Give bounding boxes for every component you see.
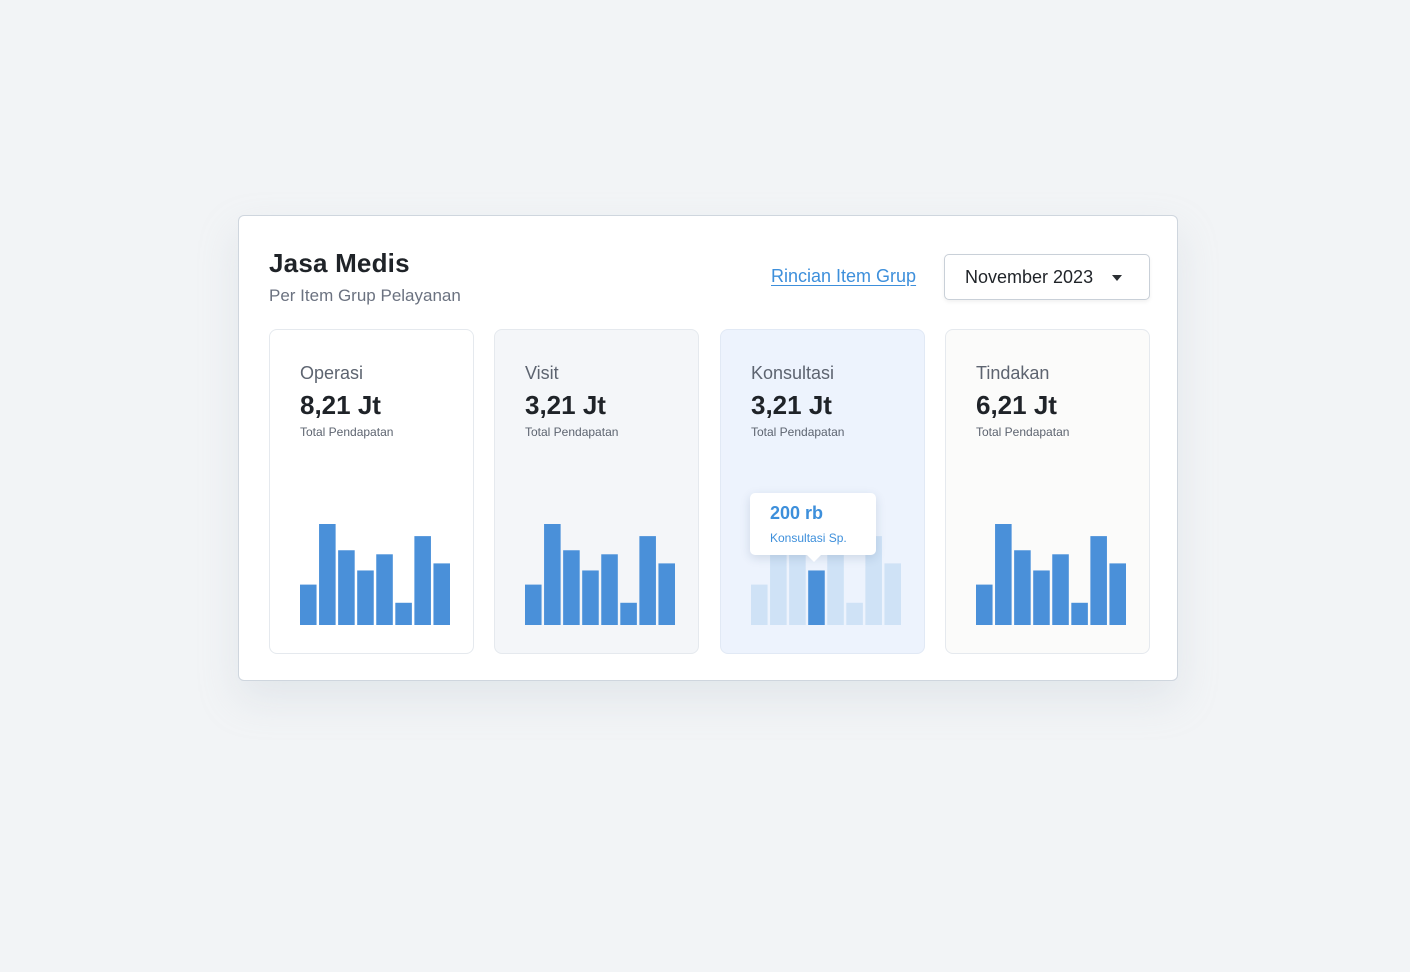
card-label: Konsultasi (751, 363, 835, 383)
chart-bar[interactable] (1090, 536, 1107, 625)
card-konsultasi[interactable]: Konsultasi 3,21 Jt Total Pendapatan 200 … (720, 329, 925, 654)
chart-bar[interactable] (751, 584, 768, 625)
card-tindakan[interactable]: Tindakan 6,21 Jt Total Pendapatan (945, 329, 1150, 654)
period-dropdown-value: November 2023 (965, 266, 1094, 287)
card-caption: Total Pendapatan (525, 425, 619, 439)
chart-bar[interactable] (544, 524, 561, 625)
card-operasi[interactable]: Operasi 8,21 Jt Total Pendapatan (269, 329, 474, 654)
chart-bar[interactable] (1033, 570, 1050, 625)
chart-bar[interactable] (884, 563, 901, 625)
tooltip-value: 200 rb (770, 503, 824, 523)
chart-bar[interactable] (827, 554, 844, 625)
card-caption: Total Pendapatan (976, 425, 1070, 439)
chart-bar[interactable] (395, 602, 412, 625)
rincian-item-grup-link[interactable]: Rincian Item Grup (771, 266, 917, 286)
chart-bar[interactable] (563, 550, 580, 625)
card-label: Operasi (300, 363, 364, 383)
chart-bar[interactable] (433, 563, 450, 625)
chart-bar[interactable] (658, 563, 675, 625)
card-visit[interactable]: Visit 3,21 Jt Total Pendapatan (494, 329, 699, 654)
chart-bar[interactable] (1014, 550, 1031, 625)
card-label: Tindakan (976, 363, 1050, 383)
caret-down-icon (1112, 275, 1122, 281)
jasa-medis-panel: Jasa Medis Per Item Grup Pelayanan Rinci… (238, 215, 1178, 681)
chart-bar[interactable] (300, 584, 317, 625)
chart-bar[interactable] (357, 570, 374, 625)
chart-bar[interactable] (976, 584, 993, 625)
card-value: 8,21 Jt (300, 390, 381, 420)
bar-chart-tindakan (976, 524, 1126, 625)
chart-bar[interactable] (620, 602, 637, 625)
chart-bar[interactable] (601, 554, 618, 625)
chart-bar[interactable] (376, 554, 393, 625)
period-dropdown[interactable]: November 2023 (944, 254, 1150, 300)
chart-bar[interactable] (808, 570, 825, 625)
chart-bar[interactable] (789, 550, 806, 625)
chart-bar[interactable] (995, 524, 1012, 625)
chart-bar[interactable] (525, 584, 542, 625)
bar-chart-visit (525, 524, 675, 625)
bar-chart-operasi (300, 524, 450, 625)
chart-bar[interactable] (1071, 602, 1088, 625)
panel-subtitle: Per Item Grup Pelayanan (269, 286, 461, 305)
card-value: 3,21 Jt (751, 390, 832, 420)
chart-bar[interactable] (639, 536, 656, 625)
card-caption: Total Pendapatan (751, 425, 845, 439)
panel-title: Jasa Medis (269, 248, 410, 278)
chart-bar[interactable] (1109, 563, 1126, 625)
tooltip-label: Konsultasi Sp. (770, 531, 847, 545)
chart-bar[interactable] (865, 536, 882, 625)
chart-bar[interactable] (846, 602, 863, 625)
card-value: 3,21 Jt (525, 390, 606, 420)
chart-bar[interactable] (338, 550, 355, 625)
card-caption: Total Pendapatan (300, 425, 394, 439)
chart-bar[interactable] (1052, 554, 1069, 625)
chart-bar[interactable] (582, 570, 599, 625)
chart-tooltip: 200 rb Konsultasi Sp. (750, 493, 876, 562)
card-value: 6,21 Jt (976, 390, 1057, 420)
chart-bar[interactable] (414, 536, 431, 625)
card-label: Visit (525, 363, 559, 383)
chart-bar[interactable] (319, 524, 336, 625)
